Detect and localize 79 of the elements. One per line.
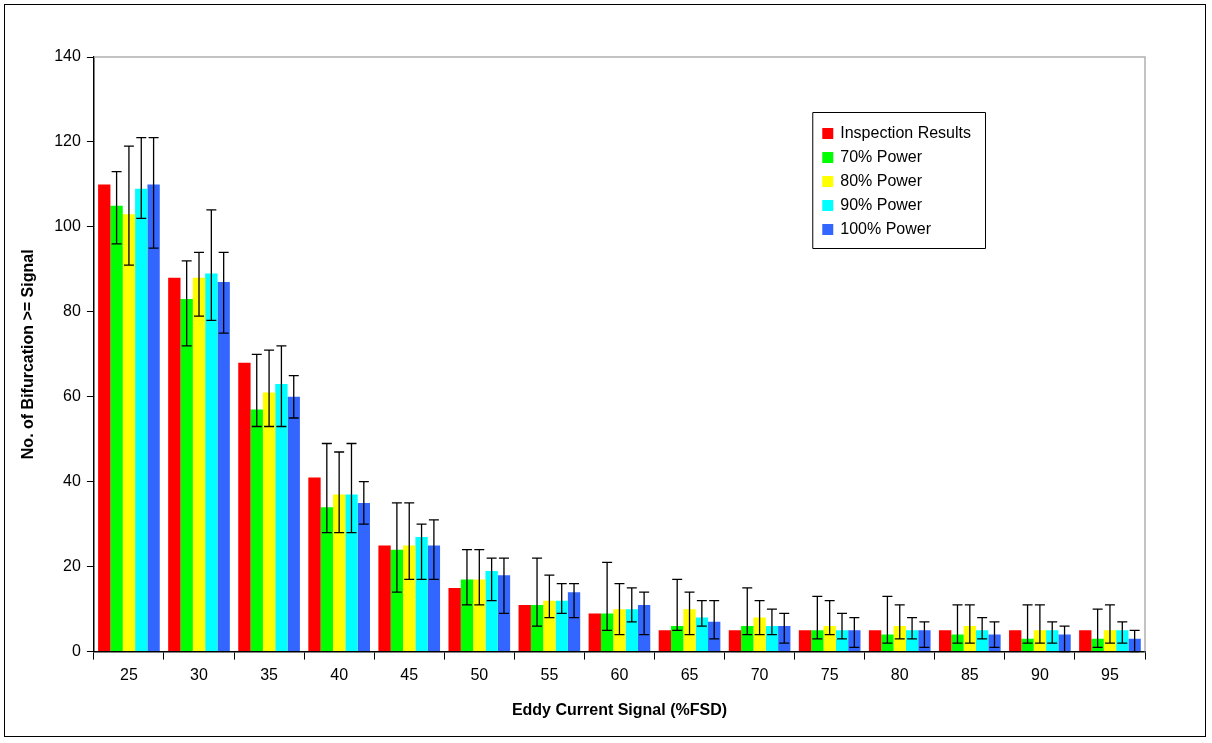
bar: [320, 507, 333, 652]
bar: [753, 617, 766, 652]
bar: [798, 630, 812, 652]
x-tick-label: 75: [820, 665, 839, 683]
x-tick-label: 55: [540, 665, 559, 683]
x-tick-label: 50: [470, 665, 489, 683]
y-tick-label: 20: [63, 557, 81, 575]
legend-label: Inspection Results: [840, 124, 971, 142]
bar: [741, 626, 754, 652]
bar: [217, 282, 230, 652]
legend-label: 80% Power: [840, 172, 923, 190]
bar: [332, 494, 346, 652]
x-tick-label: 35: [260, 665, 279, 683]
x-tick-label: 60: [610, 665, 629, 683]
bar: [110, 205, 123, 652]
bar: [427, 545, 441, 652]
bar: [848, 630, 861, 652]
bar: [868, 630, 882, 652]
y-tick-label: 40: [63, 472, 81, 490]
bar: [518, 604, 531, 652]
bar: [378, 545, 391, 652]
bar: [345, 494, 358, 652]
bar: [122, 214, 136, 652]
y-tick-label: 0: [71, 642, 81, 660]
x-tick-label: 45: [400, 665, 419, 683]
bar: [625, 609, 638, 652]
bar: [147, 184, 160, 652]
y-axis-title: No. of Bifurcation >= Signal: [19, 249, 37, 460]
bar: [192, 277, 206, 652]
bar: [287, 396, 300, 652]
bar: [357, 502, 370, 652]
bar: [671, 626, 684, 652]
bar: [1058, 634, 1071, 652]
bar: [262, 392, 276, 652]
bar: [683, 609, 696, 652]
legend-label: 90% Power: [840, 196, 923, 214]
x-tick-label: 90: [1030, 665, 1049, 683]
bar: [938, 630, 952, 652]
y-tick-label: 120: [54, 132, 81, 150]
bar: [588, 613, 601, 652]
x-axis-title: Eddy Current Signal (%FSD): [511, 700, 728, 718]
bar: [448, 587, 461, 652]
bar: [555, 600, 568, 652]
bar: [613, 609, 626, 652]
bar: [485, 570, 498, 652]
x-tick-label: 30: [190, 665, 209, 683]
bar: [168, 277, 181, 652]
legend-label: 70% Power: [840, 148, 923, 166]
bar: [728, 630, 742, 652]
legend-label: 100% Power: [840, 220, 932, 238]
bar: [918, 630, 931, 652]
y-tick-label: 80: [63, 302, 81, 320]
y-tick-label: 100: [54, 217, 81, 235]
bar: [308, 477, 321, 652]
bar: [1079, 630, 1092, 652]
bar: [1128, 638, 1141, 652]
x-tick-label: 25: [120, 665, 138, 683]
x-tick-label: 80: [890, 665, 909, 683]
bar: [658, 630, 672, 652]
y-tick-label: 140: [54, 47, 81, 65]
bar: [543, 600, 556, 652]
bar: [403, 545, 416, 652]
bar: [275, 384, 288, 652]
x-tick-label: 40: [330, 665, 349, 683]
bar: [473, 579, 486, 652]
bar: [135, 188, 148, 652]
x-tick-label: 95: [1101, 665, 1119, 683]
bar: [250, 409, 263, 652]
bar: [238, 362, 251, 652]
bar: [205, 273, 218, 652]
bar: [823, 626, 836, 652]
bar: [180, 299, 193, 652]
bar: [415, 536, 428, 652]
x-tick-label: 65: [680, 665, 699, 683]
y-tick-label: 60: [63, 387, 81, 405]
bar: [1009, 630, 1022, 652]
x-tick-label: 70: [750, 665, 769, 683]
x-tick-label: 85: [960, 665, 979, 683]
bar: [98, 184, 111, 652]
